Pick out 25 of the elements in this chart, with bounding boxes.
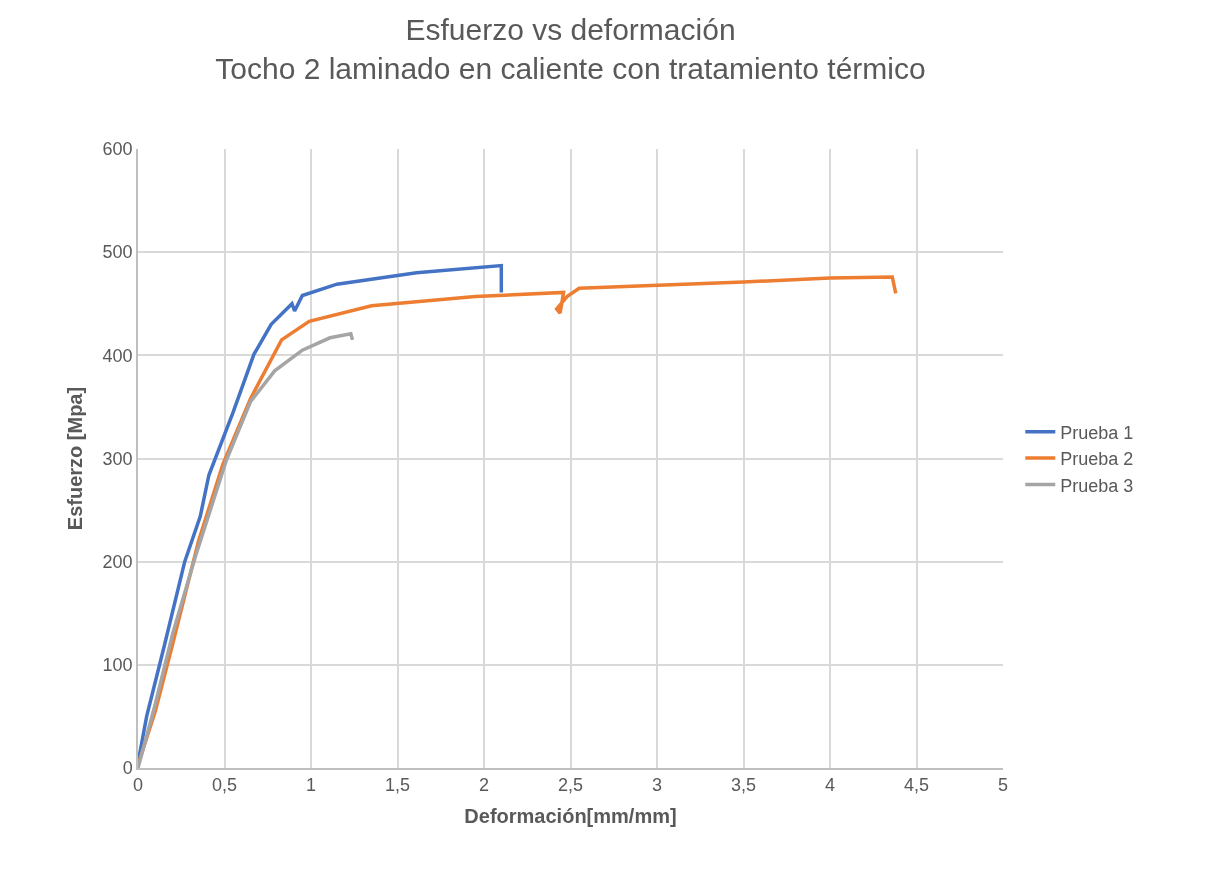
x-tick-label: 1 <box>305 775 317 796</box>
x-tick-label: 2,5 <box>557 775 584 796</box>
legend-label: Prueba 3 <box>1060 475 1134 496</box>
line-series <box>138 331 355 768</box>
y-tick-label: 0 <box>122 758 133 779</box>
y-tick-label: 600 <box>102 139 133 160</box>
y-tick-label: 300 <box>102 448 133 469</box>
x-tick-label: 3 <box>651 775 663 796</box>
x-tick-label: 4 <box>824 775 836 796</box>
x-tick-label: 2 <box>478 775 490 796</box>
legend-label: Prueba 2 <box>1060 449 1134 470</box>
chart-subtitle: Tocho 2 laminado en caliente con tratamiento térmico <box>215 51 926 85</box>
x-tick-label: 0,5 <box>211 775 238 796</box>
x-tick-label: 1,5 <box>384 775 411 796</box>
x-tick-label: 5 <box>997 775 1009 796</box>
y-tick-label: 200 <box>102 551 133 572</box>
chart-title: Esfuerzo vs deformación <box>405 12 736 46</box>
y-tick-label: 100 <box>102 655 133 676</box>
y-tick-label: 400 <box>102 345 133 366</box>
x-tick-label: 3,5 <box>730 775 757 796</box>
y-tick-label: 500 <box>102 242 133 263</box>
y-axis-title: Esfuerzo [Mpa] <box>63 386 86 531</box>
legend-label: Prueba 1 <box>1060 422 1134 443</box>
x-axis-title: Deformación[mm/mm] <box>464 805 677 828</box>
x-tick-label: 4,5 <box>903 775 930 796</box>
